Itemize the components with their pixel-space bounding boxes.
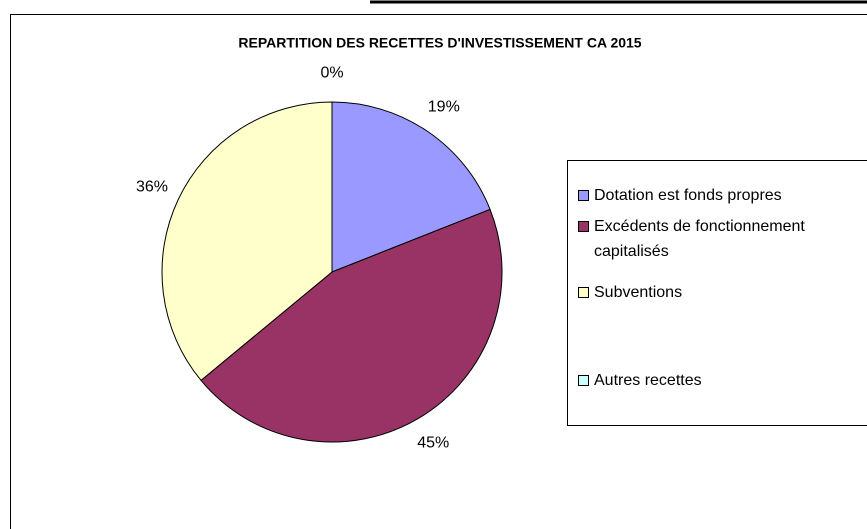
data-label: 45% xyxy=(417,434,449,451)
pie-slice xyxy=(161,101,333,382)
legend-box xyxy=(567,160,867,426)
data-label: 19% xyxy=(428,99,460,116)
chart-title: REPARTITION DES RECETTES D'INVESTISSEMEN… xyxy=(238,35,641,51)
legend-label: Subventions xyxy=(594,284,682,301)
legend-label: Excédents de fonctionnement capitalisés xyxy=(594,218,805,260)
legend-swatch xyxy=(578,221,589,232)
legend-swatch xyxy=(578,190,589,201)
legend-swatch xyxy=(578,375,589,386)
pie-slice xyxy=(331,101,491,273)
legend-swatch xyxy=(578,287,589,298)
legend-label: Autres recettes xyxy=(594,372,702,389)
data-label: 36% xyxy=(136,179,168,196)
data-label: 0% xyxy=(320,64,343,81)
legend-label: Dotation est fonds propres xyxy=(594,187,782,204)
pie-slice xyxy=(200,208,503,443)
